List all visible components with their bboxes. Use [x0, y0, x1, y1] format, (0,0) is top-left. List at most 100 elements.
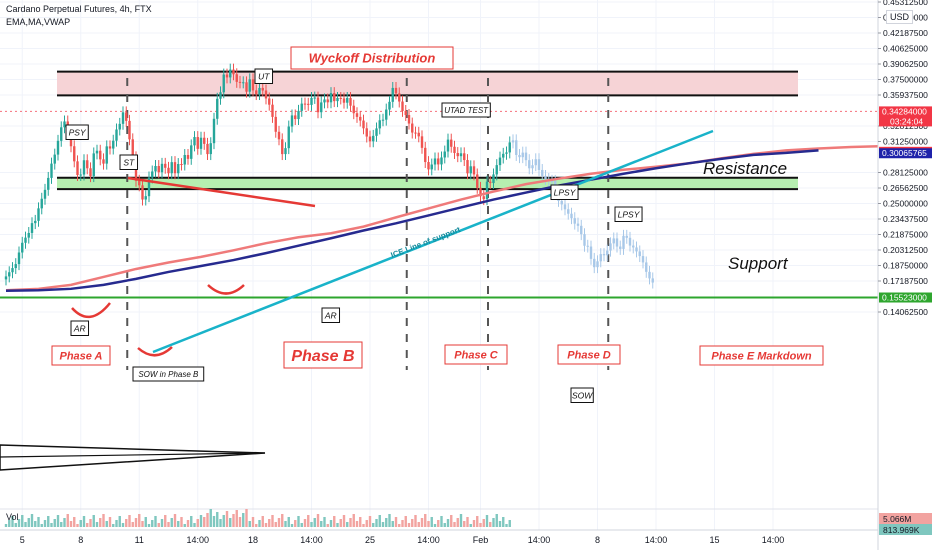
candle-body	[515, 140, 518, 155]
price-badge-bg	[879, 106, 932, 127]
candle-body	[225, 74, 229, 78]
candle-body	[63, 121, 66, 128]
volume-bar	[141, 521, 144, 527]
candle	[8, 266, 11, 283]
candle-body	[531, 165, 534, 169]
candle	[479, 181, 482, 203]
candle	[323, 93, 326, 109]
volume-bar	[225, 511, 229, 527]
candle	[251, 73, 255, 97]
volume-bar	[8, 520, 11, 527]
volume-bar	[323, 517, 326, 527]
volume-bar	[37, 517, 40, 527]
candle	[92, 147, 95, 183]
candle	[359, 110, 362, 127]
candle	[300, 97, 303, 117]
currency-button[interactable]: USD	[886, 10, 914, 24]
candle-body	[391, 87, 394, 102]
candle	[118, 117, 121, 136]
candle-body	[505, 152, 508, 154]
volume-bar	[17, 519, 21, 527]
candle	[238, 75, 242, 89]
candle-body	[21, 242, 24, 253]
candle-body	[619, 246, 622, 249]
y-tick-label: 0.39062500	[883, 59, 928, 69]
volume-bar	[238, 517, 242, 527]
candle-body	[635, 247, 638, 252]
volume-bar	[459, 514, 463, 527]
volume-bar	[482, 519, 485, 527]
candle	[255, 84, 258, 101]
candle-body	[141, 185, 144, 200]
candle	[645, 256, 648, 278]
candle-body	[268, 98, 271, 105]
candle-body	[440, 157, 443, 165]
volume-bar	[167, 522, 170, 527]
volume-bar	[284, 521, 287, 527]
candle	[310, 91, 313, 111]
candle	[303, 97, 307, 110]
volume-bar	[404, 516, 407, 527]
volume-bar	[479, 523, 482, 527]
candle	[648, 265, 651, 285]
candle-body	[138, 180, 141, 186]
candle-body	[102, 159, 105, 164]
volume-bar	[420, 518, 424, 527]
candle	[459, 147, 463, 163]
candle-body	[453, 146, 456, 154]
volume-bar	[173, 514, 177, 527]
volume-bar	[310, 522, 313, 527]
candle	[30, 217, 34, 239]
candle	[342, 92, 346, 109]
candle-body	[469, 166, 472, 174]
candle	[73, 140, 76, 168]
candle	[183, 149, 186, 171]
volume-bar	[47, 516, 50, 527]
candle	[391, 81, 394, 108]
volume-bar	[333, 516, 336, 527]
phase-a-label: Phase A	[51, 345, 111, 366]
volume-bar	[251, 517, 255, 527]
candle-body	[609, 243, 612, 251]
candle	[355, 107, 359, 123]
candle	[141, 179, 144, 206]
volume-bar	[466, 517, 469, 527]
volume-bar	[329, 520, 333, 527]
volume-badge: 5.066M	[879, 513, 932, 524]
volume-bar	[138, 514, 141, 527]
candle	[427, 156, 430, 176]
volume-bar	[73, 517, 76, 527]
phase-e-label: Phase E Markdown	[699, 345, 824, 366]
volume-bar	[456, 518, 459, 527]
candle-body	[498, 157, 502, 166]
candle	[274, 110, 277, 138]
candle-body	[82, 160, 86, 175]
candle-body	[47, 177, 50, 190]
candle-body	[258, 87, 261, 95]
candle	[82, 154, 86, 181]
candle-body	[118, 123, 121, 130]
candle	[89, 162, 92, 183]
x-tick-label: 14:00	[300, 535, 323, 545]
volume-bar	[424, 514, 427, 527]
candle	[281, 133, 284, 161]
candle	[362, 114, 365, 135]
candle-body	[388, 101, 391, 110]
candle-body	[648, 271, 651, 279]
volume-bar	[30, 514, 34, 527]
volume-bar	[209, 509, 212, 527]
candle-body	[199, 137, 203, 149]
candle-body	[251, 79, 255, 91]
candle	[463, 147, 466, 167]
candle	[593, 252, 596, 274]
y-tick-label: 0.40625000	[883, 44, 928, 54]
volume-bar	[258, 520, 261, 527]
phase-d-label-border	[557, 344, 621, 365]
candle-body	[472, 166, 476, 175]
psy-label-text: PSY	[69, 127, 87, 137]
candle	[453, 140, 456, 159]
candle-body	[502, 153, 505, 158]
candle-body	[521, 152, 524, 158]
candle	[352, 99, 355, 120]
